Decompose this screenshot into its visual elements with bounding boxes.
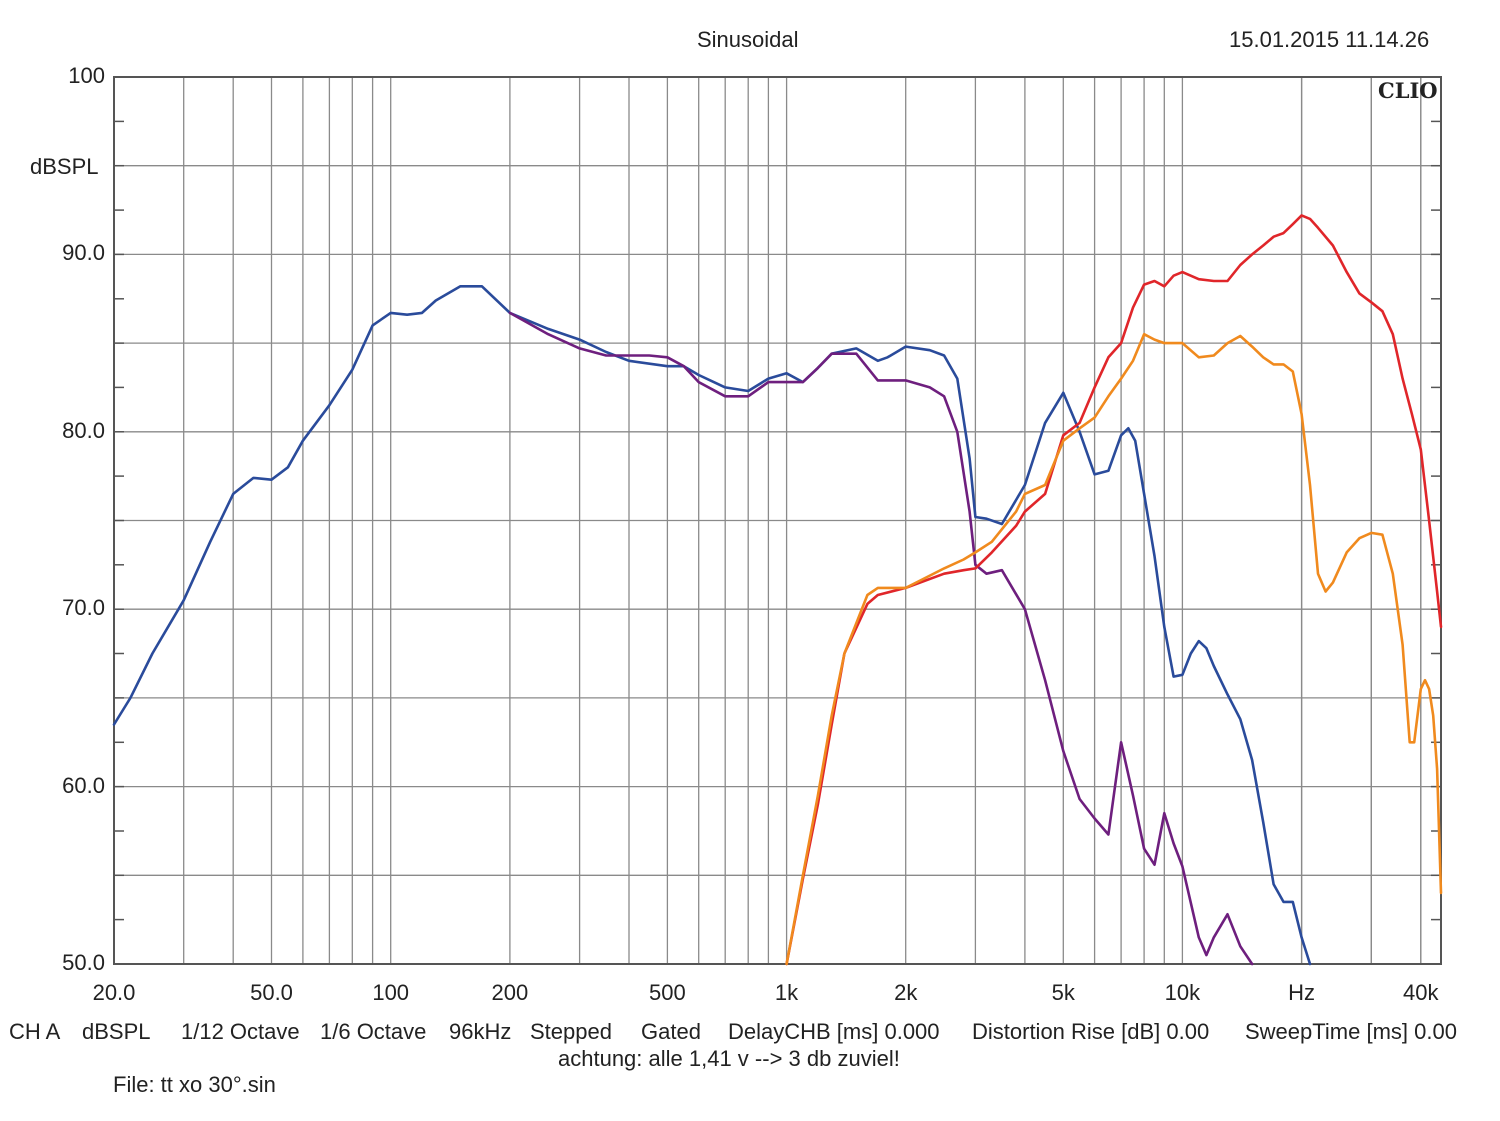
footer-gating: Gated — [641, 1019, 701, 1044]
footer-file: File: tt xo 30°.sin — [113, 1072, 276, 1097]
x-tick-label: 1k — [774, 980, 799, 1005]
footer-rate: 96kHz — [449, 1019, 512, 1044]
x-tick-label: 10k — [1164, 980, 1201, 1005]
series-line-2 — [508, 311, 1254, 966]
x-tick-label: 50.0 — [250, 980, 293, 1005]
x-tick-label: 100 — [372, 980, 410, 1005]
chart-title: Sinusoidal — [697, 27, 799, 52]
grid-lines — [114, 77, 1441, 964]
x-tick-label: 20.0 — [92, 980, 136, 1005]
footer-unit: dBSPL — [82, 1019, 151, 1044]
series-line-1 — [112, 285, 1312, 966]
clio-logo: CLIO — [1378, 78, 1438, 103]
x-tick-label: 2k — [894, 980, 918, 1005]
y-tick-label: 70.0 — [62, 595, 105, 621]
footer-distortion: Distortion Rise [dB] 0.00 — [972, 1019, 1210, 1044]
footer-sweep: SweepTime [ms] 0.00 — [1245, 1019, 1457, 1044]
footer-delay: DelayCHB [ms] 0.000 — [728, 1019, 940, 1044]
footer-mode: Stepped — [530, 1019, 612, 1044]
timestamp: 15.01.2015 11.14.26 — [1229, 27, 1430, 52]
x-tick-label: 5k — [1051, 980, 1075, 1005]
x-tick-label: 40k — [1403, 980, 1439, 1005]
footer-smoothing-2: 1/6 Octave — [320, 1019, 427, 1044]
x-tick-label: 500 — [649, 980, 686, 1005]
footer-note: achtung: alle 1,41 v --> 3 db zuviel! — [558, 1046, 900, 1071]
series-line-4 — [785, 332, 1443, 966]
footer-channel: CH A — [9, 1019, 61, 1044]
y-tick-label: 60.0 — [62, 772, 105, 798]
y-tick-label: 90.0 — [62, 240, 105, 266]
y-tick-label: 50.0 — [62, 950, 105, 975]
plot-frame — [113, 76, 1442, 965]
footer-smoothing-1: 1/12 Octave — [181, 1019, 300, 1044]
x-tick-label: 200 — [491, 980, 529, 1005]
y-tick-label: 80.0 — [62, 417, 105, 443]
y-axis-label: dBSPL — [30, 154, 99, 179]
series-layer — [112, 214, 1443, 966]
x-tick-label: Hz — [1288, 980, 1316, 1005]
series-line-3 — [785, 214, 1443, 966]
y-tick-label: 100 — [68, 63, 105, 88]
